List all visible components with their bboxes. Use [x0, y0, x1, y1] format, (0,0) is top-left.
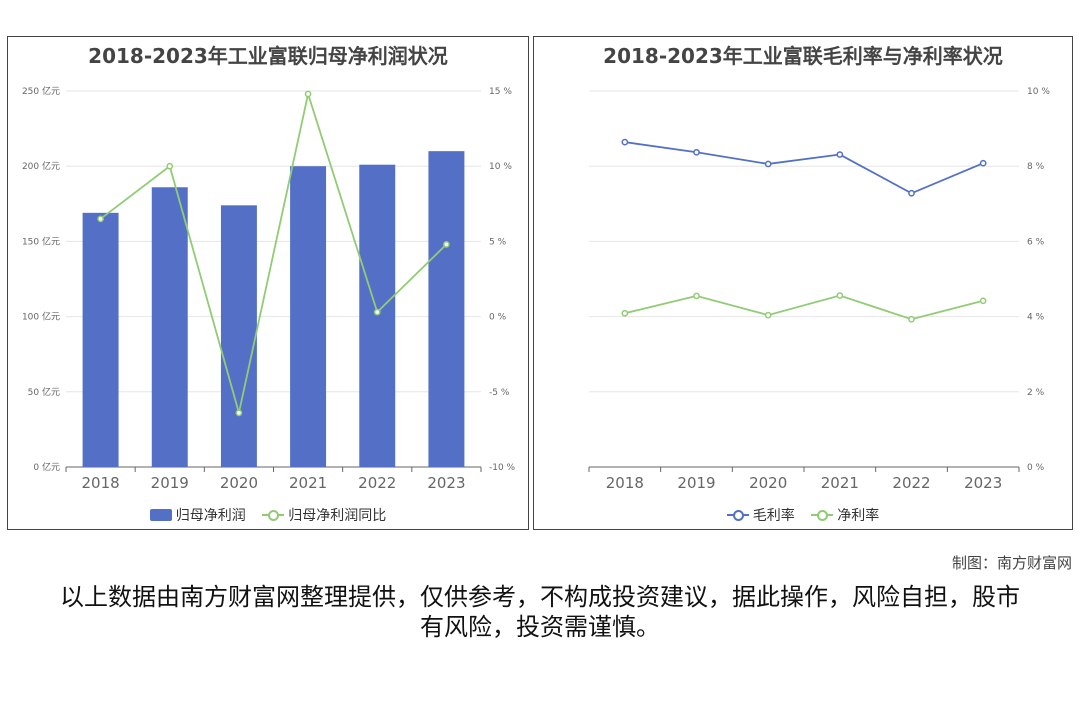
y-left-tick-label: 250 亿元: [22, 85, 60, 97]
series-line: [624, 141, 984, 195]
net-profit-chart: -10 % 0 亿元 -5 % 50 亿元 0 % 100 亿元 5 % 150 亿元 10 %…: [22, 85, 516, 492]
x-tick-label: 2023: [427, 474, 465, 492]
data-point: [836, 292, 844, 299]
data-point: [979, 159, 987, 167]
y-right-tick-label: 8 %: [1027, 162, 1045, 172]
data-point: [97, 215, 104, 223]
legend-label: 归母净利润同比: [288, 508, 387, 524]
y-left-tick-label: 200 亿元: [22, 160, 60, 172]
data-point: [764, 160, 772, 168]
y-right-tick-label: 10 %: [489, 162, 512, 172]
data-point: [621, 309, 629, 317]
legend-line-swatch: [811, 509, 834, 521]
chart-legend: 归母净利润 归母净利润同比: [8, 505, 528, 525]
bar: [220, 205, 257, 467]
data-point: [908, 189, 915, 197]
x-tick-label: 2019: [677, 474, 715, 492]
y-left-tick-label: 50 亿元: [28, 386, 60, 398]
x-tick-label: 2019: [151, 474, 189, 492]
legend-item-net-margin[interactable]: 净利率: [811, 505, 879, 525]
y-right-tick-label: -5 %: [489, 388, 510, 398]
x-tick-label: 2018: [606, 474, 644, 492]
legend-item-gross-margin[interactable]: 毛利率: [726, 505, 795, 525]
series-line: [624, 294, 984, 321]
y-left-tick-label: 150 亿元: [22, 235, 60, 247]
y-right-tick-label: 5 %: [489, 237, 507, 247]
legend-label: 归母净利润: [175, 508, 246, 524]
series-line: [100, 90, 448, 414]
bar: [290, 166, 327, 467]
legend-item-yoy[interactable]: 归母净利润同比: [262, 505, 386, 525]
x-tick-label: 2018: [81, 474, 119, 492]
x-tick-label: 2021: [821, 474, 859, 492]
chart-credit: 制图：南方财富网: [951, 554, 1072, 572]
x-tick-label: 2020: [220, 474, 258, 492]
legend-bar-swatch: [149, 509, 172, 521]
net-profit-chart-panel: 2018-2023年工业富联归母净利润状况 -10 % 0 亿元 -5 % 50 亿元…: [7, 36, 529, 530]
data-point: [979, 297, 987, 305]
data-point: [908, 315, 915, 323]
y-left-tick-label: 100 亿元: [22, 311, 60, 323]
y-right-tick-label: 0 %: [1027, 463, 1045, 473]
legend-label: 毛利率: [752, 508, 795, 524]
bar: [151, 187, 188, 468]
data-point: [836, 151, 844, 158]
legend-label: 净利率: [837, 508, 880, 524]
chart-title: 2018-2023年工业富联毛利率与净利率状况: [603, 44, 1003, 68]
y-right-tick-label: 15 %: [489, 87, 512, 97]
x-tick-label: 2022: [358, 474, 396, 492]
data-point: [443, 241, 450, 248]
legend-item-net-profit[interactable]: 归母净利润: [149, 505, 246, 525]
x-tick-label: 2023: [964, 474, 1002, 492]
data-point: [693, 148, 700, 156]
y-right-tick-label: 0 %: [489, 313, 507, 323]
legend-line-swatch: [726, 509, 749, 521]
data-point: [235, 409, 243, 417]
y-right-tick-label: 10 %: [1027, 87, 1050, 97]
data-point: [693, 292, 700, 300]
data-point: [166, 162, 174, 170]
margin-chart-panel: 2018-2023年工业富联毛利率与净利率状况 0 % 2 % 4 % 6 % 8 % 1…: [533, 36, 1073, 530]
data-point: [764, 311, 772, 319]
x-tick-label: 2021: [289, 474, 327, 492]
x-tick-label: 2022: [892, 474, 930, 492]
y-left-tick-label: 0 亿元: [33, 461, 60, 473]
y-right-tick-label: -10 %: [489, 463, 516, 473]
y-right-tick-label: 2 %: [1027, 388, 1045, 398]
chart-legend: 毛利率 净利率: [534, 505, 1072, 525]
chart-title: 2018-2023年工业富联归母净利润状况: [88, 44, 448, 68]
x-tick-label: 2020: [749, 474, 787, 492]
bar: [428, 151, 465, 467]
legend-line-swatch: [262, 509, 285, 521]
y-right-tick-label: 6 %: [1027, 237, 1045, 247]
bar: [82, 212, 119, 467]
data-point: [621, 138, 629, 146]
disclaimer-text: 以上数据由南方财富网整理提供，仅供参考，不构成投资建议，据此操作，风险自担，股市…: [60, 583, 1020, 641]
margin-chart: 0 % 2 % 4 % 6 % 8 % 10 % 2018 2019 2020 2021 2022 2…: [588, 87, 1050, 492]
y-right-tick-label: 4 %: [1027, 313, 1045, 323]
data-point: [304, 90, 312, 98]
bar: [359, 164, 396, 468]
data-point: [373, 308, 381, 316]
